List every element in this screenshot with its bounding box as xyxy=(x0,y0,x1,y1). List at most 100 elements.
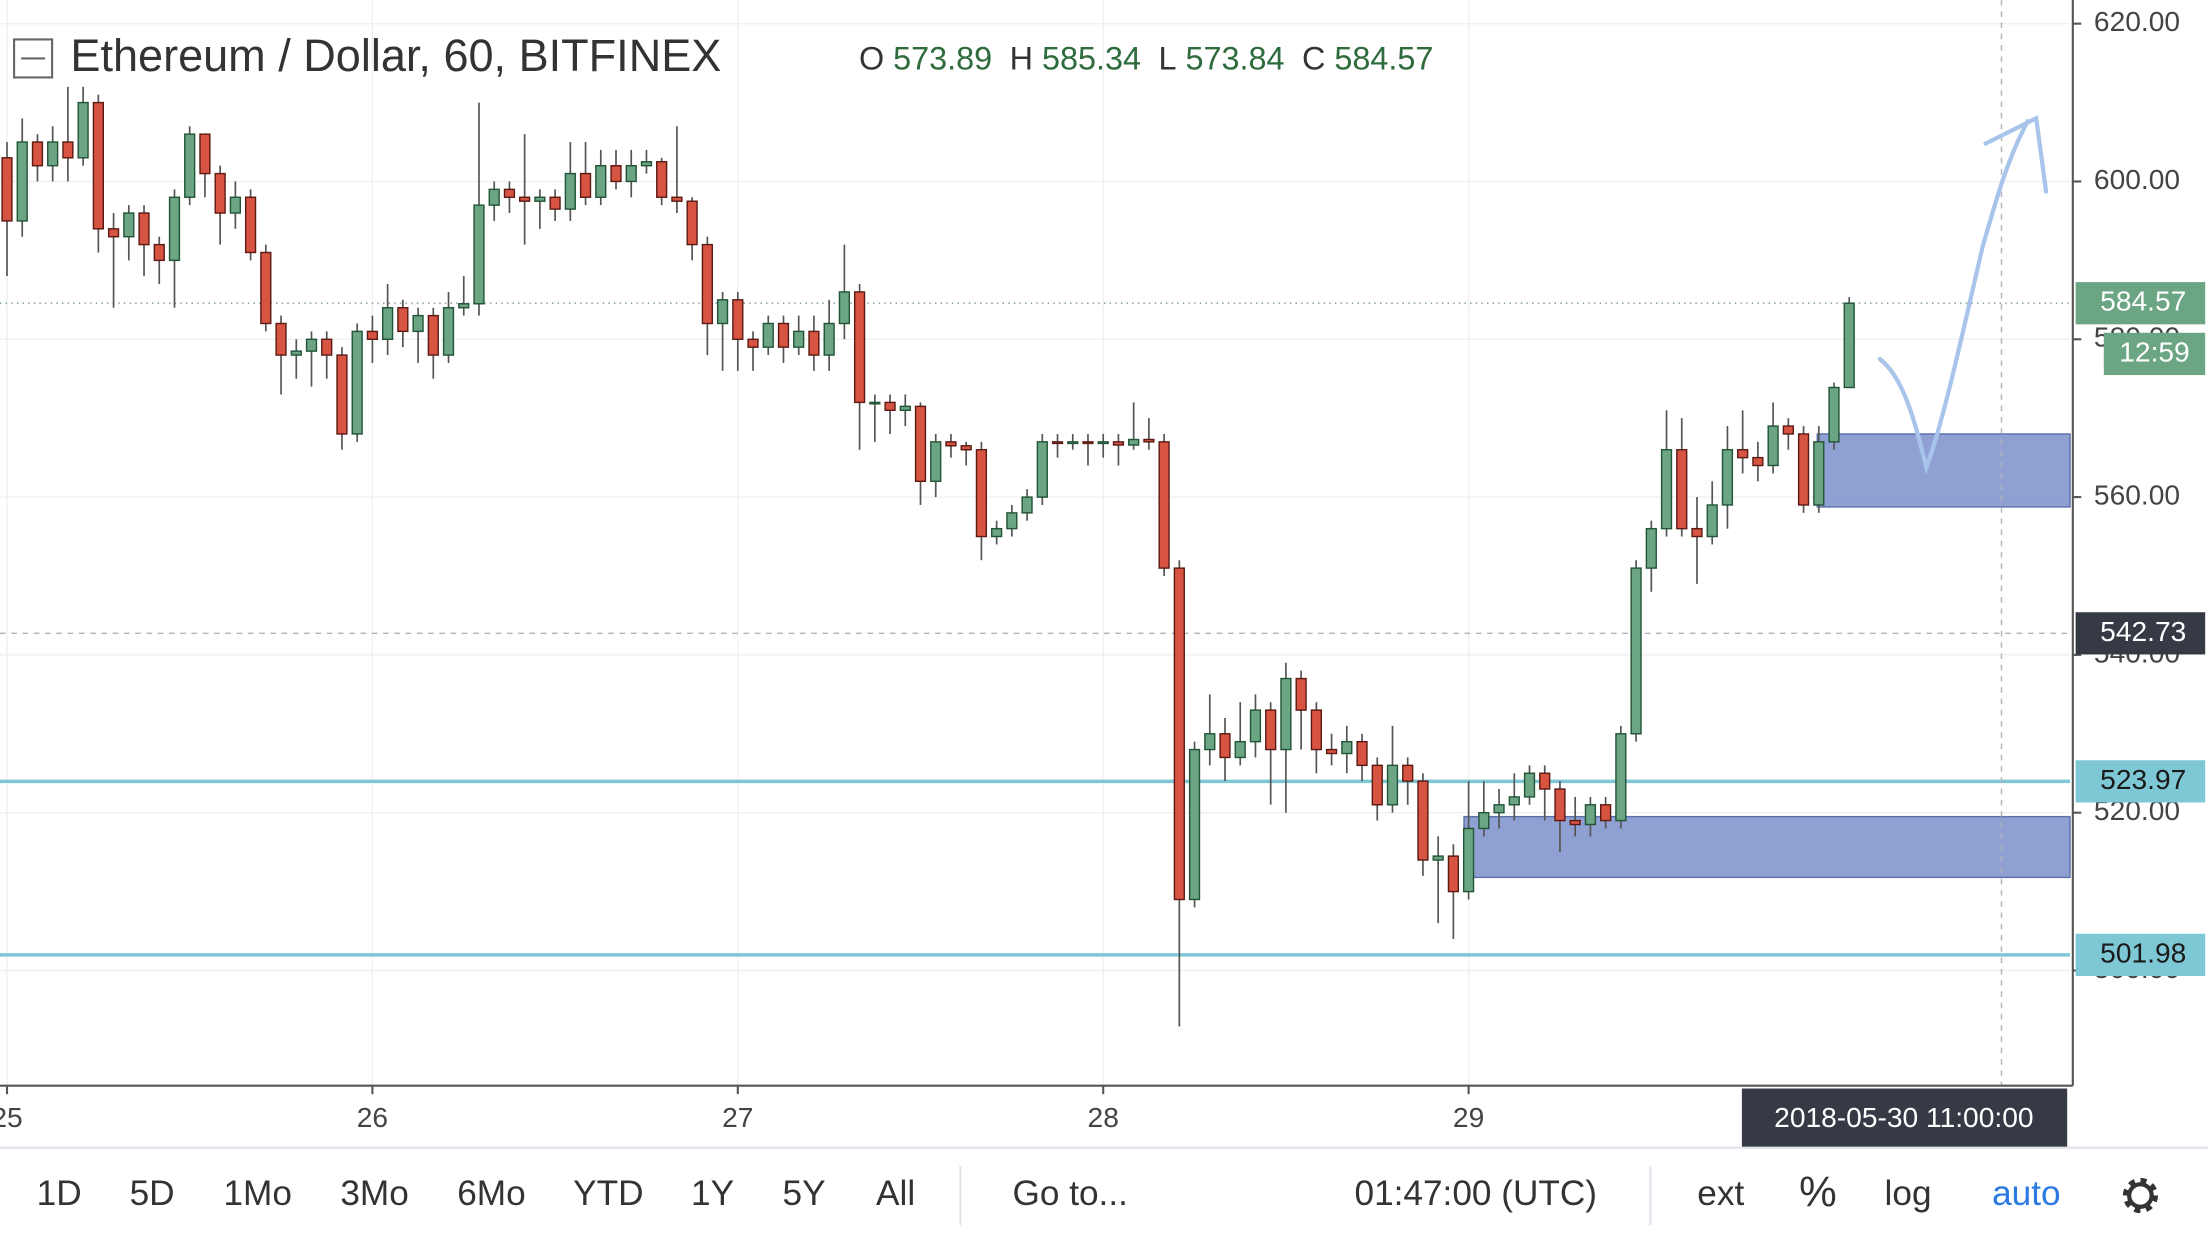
candle-body xyxy=(305,338,318,352)
candle-body xyxy=(1097,441,1109,445)
line-price-label: 501.98 xyxy=(2100,937,2186,968)
candle-body xyxy=(1676,449,1688,530)
range-button[interactable]: 6Mo xyxy=(457,1174,525,1213)
clock[interactable]: 01:47:00 (UTC) xyxy=(1355,1174,1598,1213)
range-button[interactable]: YTD xyxy=(573,1174,643,1213)
candle-body xyxy=(1569,819,1581,826)
countdown-bg xyxy=(2103,332,2206,376)
collapse-icon[interactable] xyxy=(13,38,54,79)
candle-body xyxy=(244,196,257,254)
candle-body xyxy=(1173,567,1185,901)
candle-body xyxy=(427,314,439,356)
candle-body xyxy=(610,164,622,183)
candle-body xyxy=(260,251,272,325)
candle-body xyxy=(290,350,302,356)
range-button[interactable]: 3Mo xyxy=(340,1174,408,1213)
candle-body xyxy=(1310,709,1322,751)
price-axis: 500.00520.00540.00560.00580.00600.00620.… xyxy=(1741,6,2206,1148)
candle-body xyxy=(1188,748,1201,901)
candle-body xyxy=(1645,527,1657,569)
candle-body xyxy=(442,307,455,356)
range-button[interactable]: 1Mo xyxy=(223,1174,291,1213)
candle-body xyxy=(1843,302,1855,389)
candle-body xyxy=(1782,425,1794,435)
y-tick-label: 560.00 xyxy=(2094,480,2180,511)
settings-icon[interactable] xyxy=(2122,1177,2159,1214)
countdown-label: 12:59 xyxy=(2119,336,2189,367)
candle-body xyxy=(1128,438,1140,446)
candle-body xyxy=(1432,855,1444,861)
candle-body xyxy=(1523,772,1536,798)
candle-body xyxy=(1067,441,1079,445)
candle-body xyxy=(1752,456,1764,467)
range-button[interactable]: 1Y xyxy=(691,1174,734,1213)
candle-body xyxy=(92,101,104,230)
x-tick-label: 27 xyxy=(722,1102,753,1133)
candle-body xyxy=(625,164,637,183)
candle-body xyxy=(123,212,135,238)
candle-body xyxy=(1600,804,1612,822)
option-button[interactable]: % xyxy=(1799,1169,1837,1216)
candle-body xyxy=(1158,441,1170,569)
ohlc-letter: C xyxy=(1302,40,1325,76)
candle-body xyxy=(991,527,1003,538)
candle-body xyxy=(686,200,698,246)
candle-body xyxy=(564,172,576,210)
candle-body xyxy=(716,299,729,325)
candle-body xyxy=(62,141,74,159)
candle-body xyxy=(747,338,759,348)
line-price-label: 523.97 xyxy=(2100,764,2186,795)
candle-body xyxy=(47,141,59,167)
candle-body xyxy=(1036,441,1048,498)
candle-body xyxy=(519,196,531,202)
y-tick-label: 600.00 xyxy=(2094,164,2180,195)
option-button[interactable]: auto xyxy=(1992,1174,2061,1213)
candle-body xyxy=(1356,740,1368,767)
candle-body xyxy=(1767,425,1779,467)
ohlc-readout: O 573.89 H 585.34 L 573.84 C 584.57 xyxy=(859,40,1433,76)
candle-body xyxy=(701,243,713,325)
candle-body xyxy=(869,401,881,405)
candle-body xyxy=(1462,827,1475,893)
candle-body xyxy=(975,449,988,538)
range-button[interactable]: 5D xyxy=(130,1174,175,1213)
candle-body xyxy=(899,405,911,411)
range-button[interactable]: All xyxy=(876,1174,915,1213)
ohlc-value: 573.84 xyxy=(1186,40,1285,76)
candle-body xyxy=(381,307,394,340)
range-button[interactable]: 1D xyxy=(37,1174,82,1213)
candle-body xyxy=(853,291,866,404)
ohlc-letter: H xyxy=(1010,40,1033,76)
last-price-label: 584.57 xyxy=(2100,286,2186,317)
candle-body xyxy=(808,330,820,356)
candle-body xyxy=(1721,449,1734,506)
chart-title: Ethereum / Dollar, 60, BITFINEX xyxy=(70,30,721,81)
candle-body xyxy=(1219,733,1231,759)
candle-body xyxy=(1706,504,1718,538)
candle-body xyxy=(1493,804,1505,814)
crosshair-price-label-bg xyxy=(2075,612,2206,655)
candle-body xyxy=(1082,441,1094,445)
candle-body xyxy=(1797,433,1810,506)
candle-body xyxy=(1737,449,1749,459)
ohlc-value: 584.57 xyxy=(1334,40,1433,76)
candle-body xyxy=(1021,496,1033,514)
goto-button[interactable]: Go to... xyxy=(1013,1174,1128,1213)
range-button[interactable]: 5Y xyxy=(783,1174,826,1213)
option-button[interactable]: log xyxy=(1885,1174,1932,1213)
candle-body xyxy=(884,401,896,411)
candle-body xyxy=(107,228,120,238)
candle-body xyxy=(1539,772,1551,790)
ohlc-value: 573.89 xyxy=(893,40,992,76)
candle-body xyxy=(214,172,226,214)
candle-body xyxy=(549,196,561,210)
plot-area: 25 26 27 28 29 xyxy=(0,0,2071,1133)
candle-body xyxy=(1112,441,1125,446)
x-tick-label: 25 xyxy=(0,1102,23,1133)
hand-drawn-arrow xyxy=(1877,115,2049,475)
candle-body xyxy=(1447,855,1460,893)
zone xyxy=(1816,433,2071,508)
option-button[interactable]: ext xyxy=(1697,1174,1744,1213)
candle-body xyxy=(168,196,181,262)
candle-body xyxy=(762,322,774,348)
